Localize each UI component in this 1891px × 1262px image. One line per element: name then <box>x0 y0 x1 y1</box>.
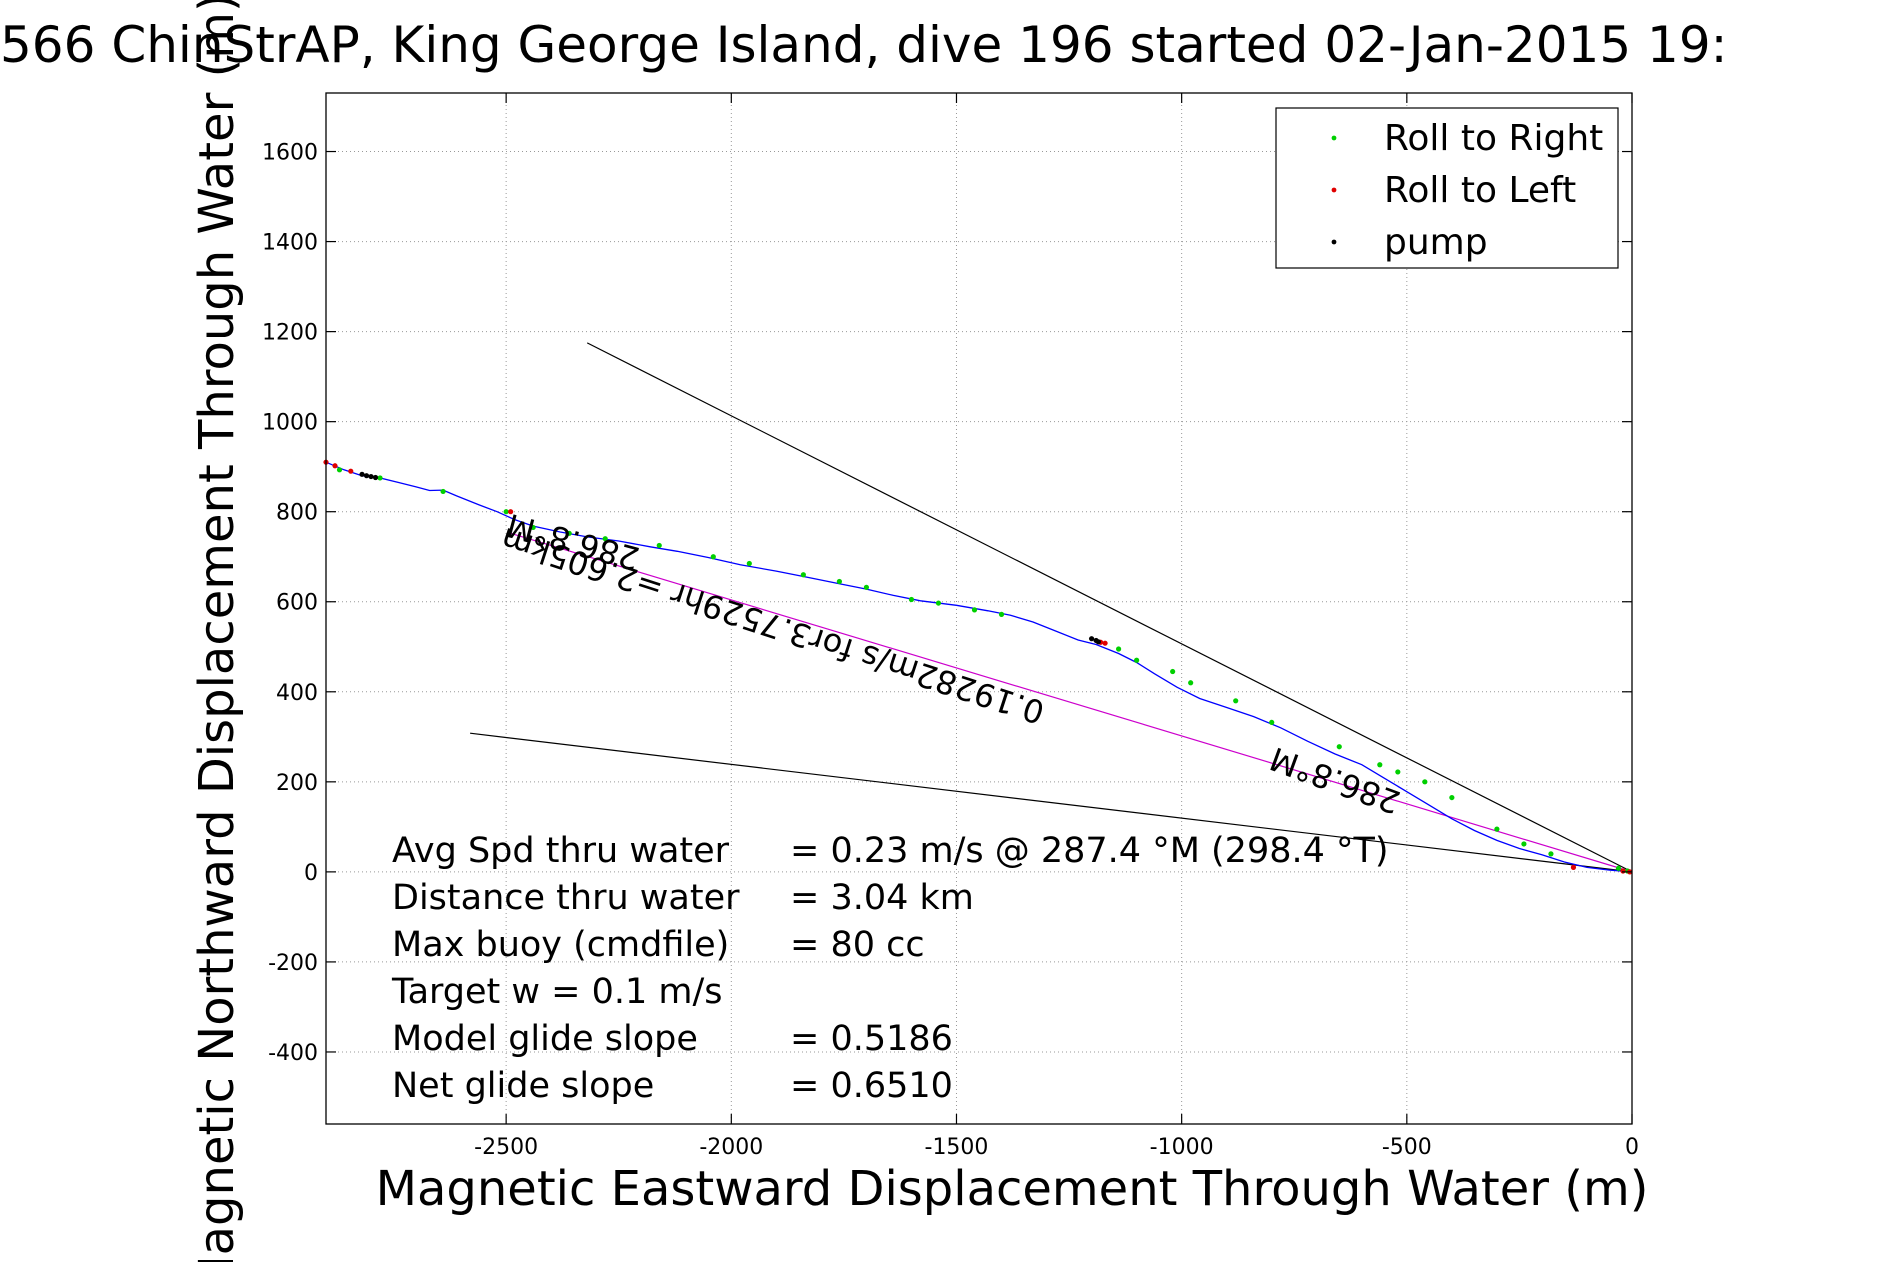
roll-right-point <box>1449 794 1455 801</box>
roll-right-point <box>1395 769 1401 775</box>
y-axis-label: Magnetic Northward Displacement Through … <box>189 0 245 1262</box>
stat-value: = 80 cc <box>790 925 925 965</box>
x-tick-label: 0 <box>1625 1135 1639 1160</box>
roll-right-point <box>566 530 572 536</box>
roll-left-point <box>332 463 338 469</box>
annotations: 286.8°M0.19282m/s for3.7529hr =2.605km28… <box>496 506 1405 821</box>
legend: Roll to Right Roll to Left pump <box>1275 107 1619 269</box>
roll-left-point <box>1620 868 1626 874</box>
y-tick-label: 800 <box>276 501 318 526</box>
y-tick-label: 0 <box>304 861 318 886</box>
roll-right-point <box>1116 646 1122 652</box>
stat-label: Avg Spd thru water <box>392 831 730 871</box>
roll-right-point <box>746 560 752 567</box>
roll-right-point <box>1233 698 1239 704</box>
roll-right-point <box>602 536 608 542</box>
x-tick-label: -500 <box>1382 1135 1432 1160</box>
stat-label: Target w = 0.1 m/s <box>391 972 723 1012</box>
x-tick-label: -2500 <box>474 1135 538 1160</box>
y-tick-label: 1200 <box>262 321 318 346</box>
roll-right-point <box>998 611 1005 617</box>
grid <box>326 93 1633 1124</box>
stat-value: = 0.23 m/s @ 287.4 °M (298.4 °T) <box>790 831 1389 871</box>
legend-label: Roll to Right <box>1384 118 1603 159</box>
y-tick-label: 1400 <box>262 231 318 256</box>
legend-marker <box>1331 239 1337 245</box>
roll-right-point <box>336 467 343 473</box>
roll-right-point <box>1269 719 1275 726</box>
x-axis-label: Magnetic Eastward Displacement Through W… <box>376 1161 1649 1217</box>
roll-right-point <box>1377 762 1383 768</box>
heading-line <box>586 342 1633 873</box>
y-tick-label: 200 <box>276 771 318 796</box>
roll-right-point <box>1548 851 1554 857</box>
roll-right-point <box>1134 657 1140 663</box>
chart-title: 566 ChinStrAP, King George Island, dive … <box>0 16 1728 74</box>
x-tick-label: -1500 <box>925 1135 989 1160</box>
stat-label: Net glide slope <box>392 1066 654 1106</box>
pump-point <box>1088 636 1095 642</box>
roll-right-point <box>863 584 870 590</box>
roll-right-point <box>656 542 662 549</box>
y-tick-label: -400 <box>268 1041 318 1066</box>
roll-right-point <box>710 554 716 560</box>
roll-right-point <box>971 607 978 613</box>
stat-label: Max buoy (cmdfile) <box>392 925 729 965</box>
heading-line <box>470 732 1633 873</box>
heading-annotation: 286.8°M <box>1265 739 1405 821</box>
roll-right-point <box>1615 865 1622 871</box>
roll-left-point <box>1570 864 1577 870</box>
pump-point <box>363 473 370 479</box>
pump-point <box>372 474 379 481</box>
pump-point <box>1095 639 1101 645</box>
roll-right-point <box>1336 744 1342 750</box>
stat-value: = 0.6510 <box>790 1066 953 1106</box>
legend-label: Roll to Left <box>1384 170 1576 211</box>
roll-right-point <box>503 509 509 515</box>
heading-lines <box>470 342 1633 873</box>
legend-label: pump <box>1384 222 1488 263</box>
y-tick-label: 1600 <box>262 141 318 166</box>
y-tick-label: 1000 <box>262 411 318 436</box>
plot-frame <box>325 92 1633 1125</box>
heading-annotation: 0.19282m/s for3.7529hr =2.605km <box>496 520 1049 732</box>
roll-right-point <box>1494 826 1500 832</box>
roll-right-point <box>935 600 942 606</box>
legend-marker <box>1331 135 1337 141</box>
x-tick-label: -2000 <box>699 1135 763 1160</box>
roll-right-point <box>836 578 842 585</box>
stat-value: = 0.5186 <box>790 1019 953 1059</box>
stat-label: Model glide slope <box>392 1019 698 1059</box>
roll-right-point <box>1188 680 1194 686</box>
y-tick-label: 600 <box>276 591 318 616</box>
roll-right-point <box>800 572 806 578</box>
roll-left-point <box>1102 640 1108 646</box>
legend-marker <box>1331 187 1337 193</box>
roll-right-point <box>377 475 383 481</box>
markers <box>323 459 1633 875</box>
roll-right-point <box>1170 668 1176 675</box>
roll-left-point <box>508 509 514 515</box>
stat-label: Distance thru water <box>392 878 740 918</box>
stat-value: = 3.04 km <box>790 878 974 918</box>
pump-point <box>368 473 374 480</box>
pump-point <box>359 471 365 477</box>
track-line <box>325 461 1633 873</box>
roll-right-point <box>1422 779 1428 785</box>
roll-right-point <box>1521 841 1527 847</box>
y-tick-label: -200 <box>268 951 318 976</box>
track <box>325 461 1633 873</box>
roll-right-point <box>530 524 536 531</box>
y-tick-label: 400 <box>276 681 318 706</box>
roll-left-point <box>348 468 354 474</box>
roll-right-point <box>908 596 915 603</box>
stats-block: Avg Spd thru water = 0.23 m/s @ 287.4 °M … <box>391 831 1389 1106</box>
x-tick-label: -1000 <box>1150 1135 1214 1160</box>
roll-right-point <box>440 488 446 495</box>
axes: -2500 -2000 -1500 -1000 -500 0-400-2000200400… <box>262 92 1639 1160</box>
